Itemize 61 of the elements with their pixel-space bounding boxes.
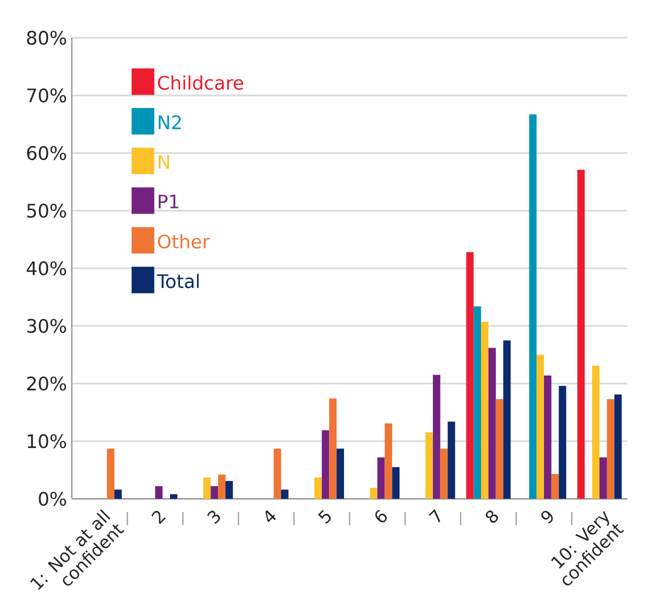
bar xyxy=(384,423,392,499)
bar xyxy=(281,490,288,499)
bar xyxy=(377,457,385,499)
x-tick-label: 9 xyxy=(541,510,553,524)
y-tick-label: 60% xyxy=(27,146,66,160)
legend-label: Total xyxy=(156,274,199,288)
y-tick-label: 40% xyxy=(26,261,66,276)
bar xyxy=(370,488,378,499)
bar xyxy=(544,375,552,499)
bar xyxy=(488,348,496,499)
bar xyxy=(606,399,614,499)
bar xyxy=(170,494,178,499)
bar xyxy=(614,394,622,499)
bar xyxy=(392,467,400,499)
bar xyxy=(336,448,344,499)
x-tick-label: 5 xyxy=(318,510,331,524)
bar xyxy=(203,477,211,499)
legend-label: Other xyxy=(158,234,210,249)
bar xyxy=(218,474,226,499)
bar xyxy=(558,386,566,499)
y-tick-label: 30% xyxy=(27,318,66,333)
legend-label: P1 xyxy=(158,194,178,208)
bar xyxy=(225,480,233,499)
bar xyxy=(529,114,537,499)
x-tick-label: 6 xyxy=(375,510,387,522)
x-tick-label: 4 xyxy=(265,510,276,522)
bar xyxy=(114,490,122,499)
x-tick-label: 3 xyxy=(207,510,220,524)
bar xyxy=(503,340,511,499)
bar xyxy=(329,398,337,499)
bar xyxy=(425,432,433,499)
x-tick-label: 2 xyxy=(152,510,166,524)
bar xyxy=(474,306,482,499)
bar xyxy=(314,477,322,499)
bar xyxy=(481,322,488,499)
y-tick-label: 0% xyxy=(38,492,66,506)
y-tick-label: 70% xyxy=(27,88,66,102)
bar xyxy=(210,486,218,499)
bar xyxy=(536,354,544,499)
bar xyxy=(577,170,585,499)
bar xyxy=(155,486,163,499)
bar xyxy=(600,457,607,499)
bar xyxy=(466,252,474,499)
bar xyxy=(448,422,456,499)
bar xyxy=(274,448,282,499)
x-tick-label: 7 xyxy=(428,509,440,523)
legend-label: Childcare xyxy=(158,75,244,90)
legend-label: N xyxy=(158,155,170,169)
y-tick-label: 50% xyxy=(27,204,66,218)
bar xyxy=(551,474,559,499)
legend-label: N2 xyxy=(158,115,181,130)
y-tick-label: 80% xyxy=(27,30,66,45)
bar xyxy=(496,399,504,499)
bar xyxy=(106,448,114,499)
bar xyxy=(440,448,448,499)
y-tick-label: 20% xyxy=(27,376,66,391)
bar xyxy=(592,366,600,499)
x-tick-label: 8 xyxy=(486,510,498,523)
bar xyxy=(432,374,440,499)
bar xyxy=(322,430,330,499)
y-tick-label: 10% xyxy=(28,434,66,448)
